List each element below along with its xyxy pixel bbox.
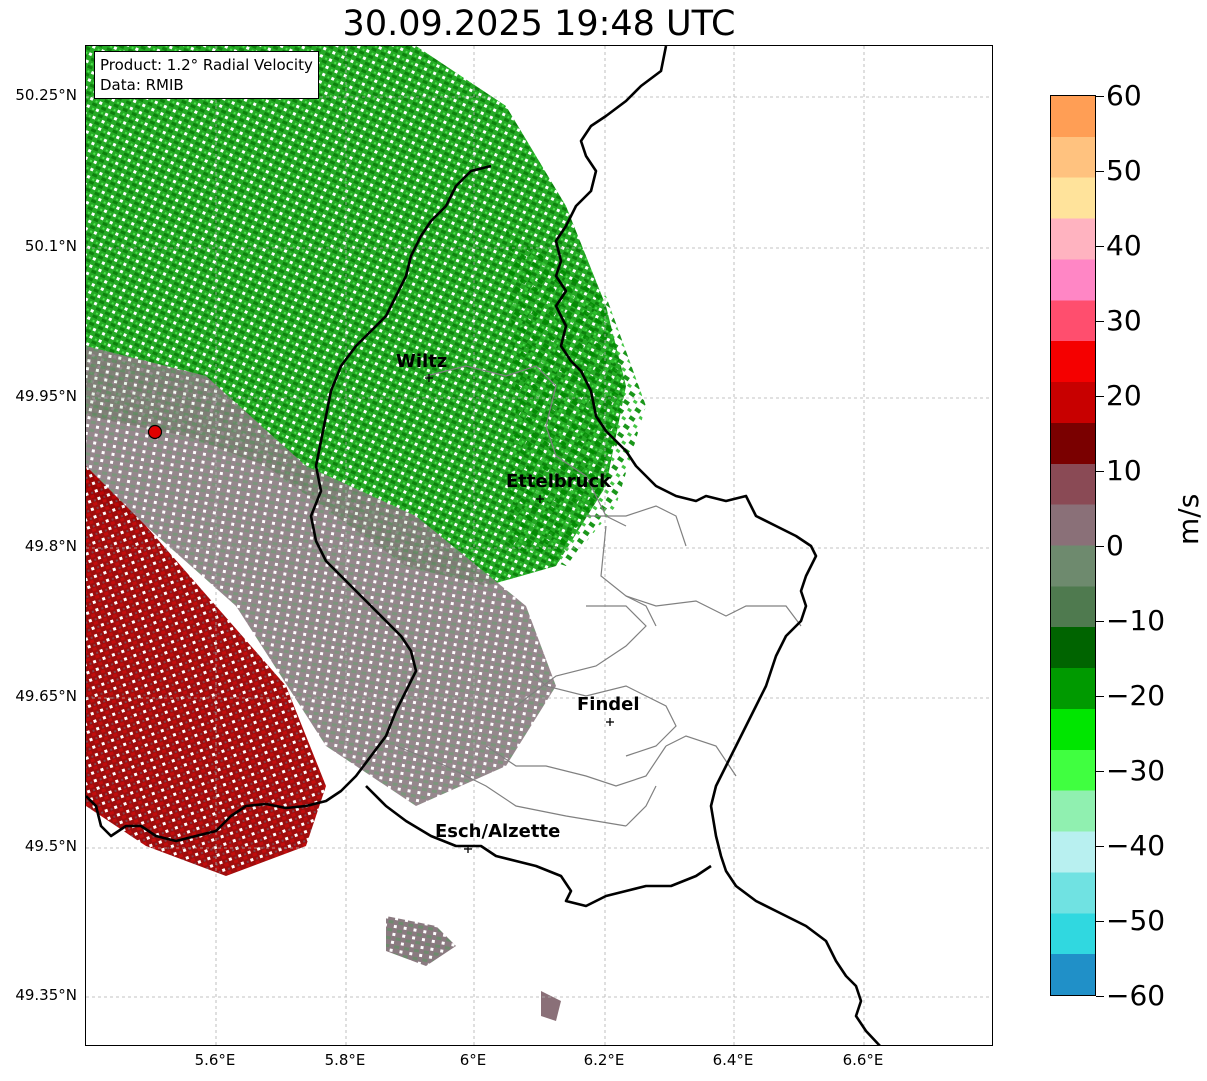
gray-velocity-region <box>86 346 556 806</box>
colorbar-tick-label: −30 <box>1106 753 1166 787</box>
colorbar-tick-mark <box>1096 846 1104 847</box>
radar-site-icon <box>147 424 163 440</box>
colorbar-tick-mark <box>1096 771 1104 772</box>
gray-echo-patch-southeast <box>541 991 561 1021</box>
city-markers <box>425 374 614 853</box>
colorbar-tick-mark <box>1096 546 1104 547</box>
colorbar-tick-mark <box>1096 96 1104 97</box>
lat-label: 50.1°N <box>24 237 77 255</box>
national-borders <box>86 46 881 1045</box>
colorbar-tick-label: 20 <box>1106 378 1142 412</box>
city-label-ettelbruck: Ettelbruck <box>506 471 612 492</box>
product-text: Product: 1.2° Radial Velocity <box>100 56 313 74</box>
colorbar-tick-label: −20 <box>1106 678 1166 712</box>
colorbar-tick-mark <box>1096 996 1104 997</box>
colorbar-tick-mark <box>1096 321 1104 322</box>
lat-label: 49.95°N <box>15 387 77 405</box>
colorbar-tick-mark <box>1096 696 1104 697</box>
colorbar-tick-label: −10 <box>1106 603 1166 637</box>
map-panel[interactable] <box>85 45 993 1046</box>
colorbar-tick-label: 10 <box>1106 453 1142 487</box>
city-label-findel: Findel <box>577 694 640 715</box>
lat-label: 49.5°N <box>24 837 77 855</box>
lat-label: 50.25°N <box>15 86 77 104</box>
colorbar-tick-label: −50 <box>1106 903 1166 937</box>
scattered-echo-region <box>506 226 646 566</box>
lon-label: 6.4°E <box>712 1051 754 1069</box>
colorbar-tick-label: 50 <box>1106 153 1142 187</box>
map-canvas <box>86 46 992 1045</box>
colorbar-tick-mark <box>1096 396 1104 397</box>
red-velocity-region <box>86 466 326 876</box>
colorbar-tick-label: −60 <box>1106 978 1166 1012</box>
colorbar-tick-label: 30 <box>1106 303 1142 337</box>
canton-borders <box>395 365 802 827</box>
green-velocity-region <box>86 46 626 586</box>
lon-label: 5.6°E <box>194 1051 236 1069</box>
gray-echo-patch-south <box>386 916 456 966</box>
lon-label: 6°E <box>459 1051 487 1069</box>
data-source-text: Data: RMIB <box>100 76 184 94</box>
lat-label: 49.35°N <box>15 986 77 1004</box>
lat-label: 49.65°N <box>15 687 77 705</box>
city-label-wiltz: Wiltz <box>396 351 448 372</box>
colorbar-tick-label: 60 <box>1106 78 1142 112</box>
colorbar-unit-label: m/s <box>1172 493 1205 545</box>
lon-label: 5.8°E <box>324 1051 366 1069</box>
lat-label: 49.8°N <box>24 537 77 555</box>
graticule <box>86 46 992 1045</box>
lon-label: 6.6°E <box>842 1051 884 1069</box>
colorbar-tick-mark <box>1096 471 1104 472</box>
colorbar-tick-mark <box>1096 171 1104 172</box>
colorbar-tick-mark <box>1096 621 1104 622</box>
colorbar-tick-mark <box>1096 246 1104 247</box>
colorbar-tick-label: 40 <box>1106 228 1142 262</box>
product-info-box: Product: 1.2° Radial Velocity Data: RMIB <box>94 51 319 99</box>
city-label-esch-alzette: Esch/Alzette <box>435 821 561 842</box>
chart-title: 30.09.2025 19:48 UTC <box>342 4 736 44</box>
colorbar <box>1050 95 1096 996</box>
colorbar-tick-label: −40 <box>1106 828 1166 862</box>
colorbar-tick-mark <box>1096 921 1104 922</box>
colorbar-tick-label: 0 <box>1106 528 1124 562</box>
lon-label: 6.2°E <box>583 1051 625 1069</box>
